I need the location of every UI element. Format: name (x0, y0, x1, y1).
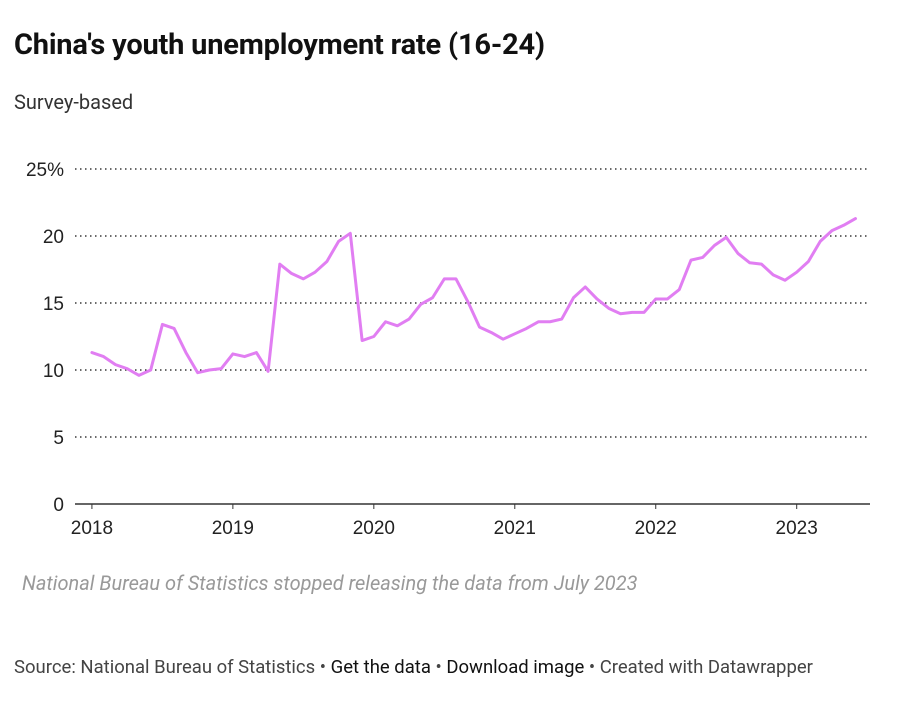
y-tick-label: 15 (43, 294, 64, 315)
link[interactable]: Download image (446, 656, 585, 678)
chart-subtitle: Survey-based (14, 90, 134, 114)
separator: • (319, 656, 327, 678)
link[interactable]: Get the data (330, 656, 431, 678)
x-tick-label: 2023 (776, 518, 818, 539)
y-tick-label: 5 (53, 428, 64, 449)
y-tick-label: 20 (43, 227, 64, 248)
y-tick-label: 10 (43, 361, 64, 382)
chart-title: China's youth unemployment rate (16-24) (14, 28, 545, 62)
x-tick-label: 2020 (353, 518, 395, 539)
separator: • (435, 656, 442, 678)
chart-note: National Bureau of Statistics stopped re… (22, 571, 638, 595)
chart: 0 5 10 15 20 25% 2018 2019 2020 2021 2022 2023 (26, 160, 870, 539)
link[interactable]: Created with Datawrapper (599, 656, 813, 678)
x-tick-label: 2018 (71, 518, 113, 539)
x-tick-label: 2021 (494, 518, 536, 539)
source: Source: National Bureau of Statistics (14, 656, 316, 678)
source-line: Source: National Bureau of Statistics • … (14, 653, 874, 682)
data-line (90, 217, 857, 377)
x-tick-label: 2022 (635, 518, 677, 539)
separator: • (588, 656, 596, 678)
y-tick-label: 0 (53, 495, 64, 516)
y-tick-label: 25% (26, 160, 64, 181)
x-tick-label: 2019 (212, 518, 254, 539)
